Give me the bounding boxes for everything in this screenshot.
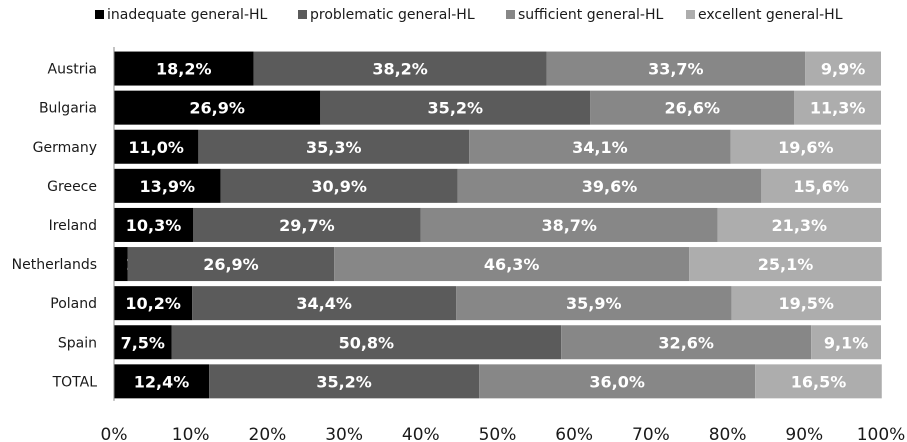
data-label: 25,1%	[758, 255, 814, 274]
data-label: 35,2%	[316, 372, 372, 391]
data-label: 35,3%	[306, 138, 362, 157]
data-label: 26,6%	[665, 99, 721, 118]
data-label: 30,9%	[311, 177, 367, 196]
x-tick-label: 60%	[555, 425, 593, 442]
data-label: 29,7%	[279, 216, 335, 235]
data-label: 11,0%	[128, 138, 184, 157]
x-tick-label: 90%	[785, 425, 823, 442]
data-label: 34,1%	[572, 138, 628, 157]
legend-swatch	[298, 10, 307, 19]
x-tick-label: 80%	[709, 425, 747, 442]
data-label: 21,3%	[772, 216, 828, 235]
data-label: 13,9%	[140, 177, 196, 196]
data-label: 7,5%	[121, 333, 165, 352]
data-label: 38,7%	[541, 216, 597, 235]
data-label: 9,9%	[821, 60, 865, 79]
legend-label: problematic general-HL	[310, 7, 475, 23]
data-label: 19,5%	[778, 294, 834, 313]
data-label: 39,6%	[582, 177, 638, 196]
data-label: 35,2%	[428, 99, 484, 118]
data-label: 36,0%	[589, 372, 645, 391]
data-label: 19,6%	[778, 138, 834, 157]
category-label: Bulgaria	[39, 101, 97, 117]
data-label: 32,6%	[658, 333, 714, 352]
data-label: 38,2%	[372, 60, 428, 79]
category-label: Netherlands	[12, 257, 97, 273]
data-label: 16,5%	[791, 372, 847, 391]
data-label: 10,3%	[126, 216, 182, 235]
category-label: Poland	[50, 296, 97, 312]
legend-label: inadequate general-HL	[107, 7, 268, 23]
y-axis: Austria Bulgaria Germany Greece Ireland Nethe…	[12, 62, 98, 391]
x-tick-label: 10%	[172, 425, 210, 442]
data-label: 9,1%	[824, 333, 868, 352]
category-label: Greece	[47, 179, 97, 195]
x-tick-label: 50%	[479, 425, 517, 442]
data-label: 11,3%	[810, 99, 866, 118]
data-label: 35,9%	[566, 294, 622, 313]
x-tick-label: 70%	[632, 425, 670, 442]
data-label: 46,3%	[484, 255, 540, 274]
category-label: Spain	[58, 335, 97, 351]
bars: 18,2% 38,2% 33,7% 9,9% 26,9% 35,2% 26,6% 11,3% 1…	[114, 52, 882, 399]
category-label: Austria	[48, 62, 97, 78]
data-label: 18,2%	[156, 60, 212, 79]
legend-swatch	[95, 10, 104, 19]
x-tick-label: 40%	[402, 425, 440, 442]
data-label: 34,4%	[296, 294, 352, 313]
x-tick-label: 30%	[325, 425, 363, 442]
legend-swatch	[686, 10, 695, 19]
category-label: TOTAL	[52, 374, 98, 390]
data-label: 10,2%	[125, 294, 181, 313]
legend-label: sufficient general-HL	[518, 7, 664, 23]
legend-label: excellent general-HL	[698, 7, 843, 23]
category-label: Germany	[33, 140, 97, 156]
data-label: 26,9%	[189, 99, 245, 118]
category-label: Ireland	[49, 218, 97, 234]
x-tick-label: 20%	[249, 425, 287, 442]
data-label: 50,8%	[339, 333, 395, 352]
x-tick-label: 100%	[857, 425, 906, 442]
data-label: 15,6%	[793, 177, 849, 196]
data-label: 33,7%	[648, 60, 704, 79]
data-label: 12,4%	[134, 372, 190, 391]
legend: inadequate general-HL problematic general…	[95, 7, 843, 23]
legend-swatch	[506, 10, 515, 19]
x-tick-label: 0%	[101, 425, 128, 442]
data-label: 26,9%	[203, 255, 259, 274]
